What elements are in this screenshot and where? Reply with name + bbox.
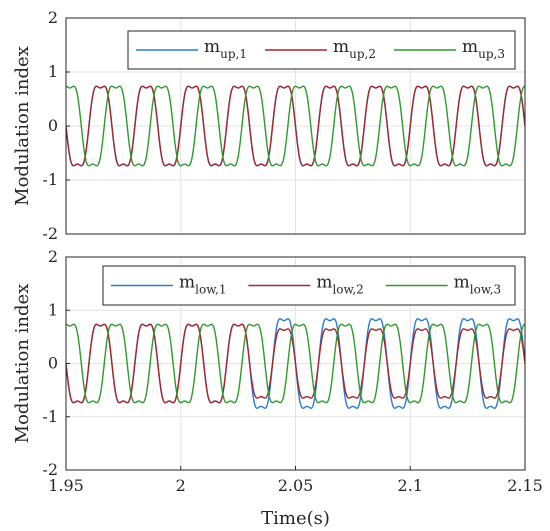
y-axis-label: Modulation index — [12, 46, 33, 206]
series-line-low-2 — [66, 323, 525, 404]
legend-label: mup,1 — [204, 37, 247, 61]
series-group — [66, 318, 525, 409]
legend-label: mlow,2 — [316, 273, 363, 297]
y-tick-label: -1 — [42, 170, 58, 189]
chart-panel-2: -2 -1 0 1 2 1.95 2 2.05 2.1 2.15 Modulation index T… — [12, 247, 543, 529]
legend-label: mup,2 — [333, 37, 376, 61]
y-tick-label: 0 — [48, 116, 58, 135]
chart-panel-1: -2 -1 0 1 2 Modulation index mup,1 mup,2 mup,3 — [12, 8, 526, 243]
legend: mup,1 mup,2 mup,3 — [127, 30, 516, 70]
x-tick-label: 2.05 — [278, 476, 314, 495]
y-tick-label: 1 — [48, 300, 58, 319]
y-axis-label: Modulation index — [12, 284, 33, 444]
legend: mlow,1 mlow,2 mlow,3 — [102, 265, 516, 306]
y-tick-label: -1 — [42, 407, 58, 426]
series-line-up-3 — [66, 85, 525, 167]
y-tick-label: 0 — [48, 354, 58, 373]
x-tick-label: 1.95 — [48, 476, 84, 495]
y-tick-label: -2 — [42, 224, 58, 243]
x-axis-label: Time(s) — [261, 508, 330, 529]
x-tick-label: 2.1 — [398, 476, 423, 495]
series-line-low-3 — [66, 323, 525, 404]
series-line-up-2 — [66, 85, 525, 167]
legend-label: mlow,3 — [454, 273, 501, 297]
y-tick-label: 1 — [48, 62, 58, 81]
y-tick-label: 2 — [48, 247, 58, 266]
x-tick-label: 2 — [176, 476, 186, 495]
legend-label: mlow,1 — [179, 273, 226, 297]
y-tick-label: -2 — [42, 460, 58, 479]
y-tick-label: 2 — [48, 8, 58, 27]
x-tick-label: 2.15 — [507, 476, 543, 495]
series-group — [66, 85, 525, 167]
legend-label: mup,3 — [462, 37, 505, 61]
